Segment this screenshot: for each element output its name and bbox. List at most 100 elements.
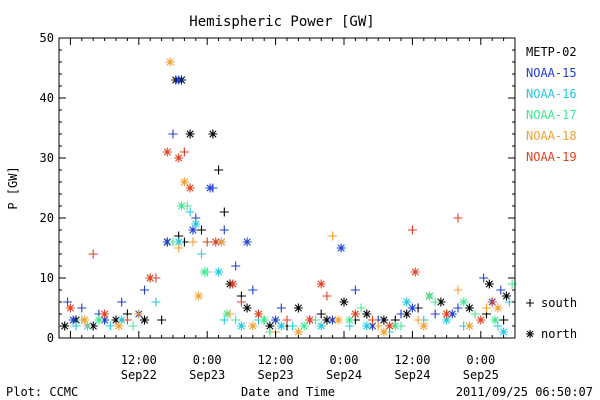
point-metp-02-north bbox=[402, 309, 412, 319]
point-metp-02-north bbox=[88, 321, 98, 331]
point-noaa-18-north bbox=[248, 321, 258, 331]
point-metp-02-north bbox=[362, 309, 372, 319]
point-noaa-19-north bbox=[316, 279, 326, 289]
point-noaa-15-north bbox=[447, 309, 457, 319]
plot-frame bbox=[58, 37, 516, 339]
point-noaa-16-north bbox=[499, 327, 509, 337]
x-tick-date-label: Sep23 bbox=[189, 368, 225, 382]
y-tick-label: 10 bbox=[40, 271, 54, 285]
point-noaa-19-north bbox=[254, 309, 263, 319]
y-tick-label: 30 bbox=[40, 151, 54, 165]
point-noaa-19-south bbox=[122, 315, 132, 325]
point-metp-02-south bbox=[219, 207, 229, 217]
point-noaa-16-south bbox=[288, 321, 298, 331]
point-noaa-17-north bbox=[94, 315, 104, 325]
point-noaa-15-north bbox=[271, 315, 281, 325]
point-noaa-18-north bbox=[114, 321, 124, 331]
point-noaa-19-north bbox=[410, 267, 420, 277]
point-noaa-16-north bbox=[442, 315, 452, 325]
point-metp-02-north bbox=[464, 303, 474, 313]
point-noaa-15-north bbox=[328, 315, 338, 325]
legend-entry-noaa-16: NOAA-16 bbox=[526, 87, 577, 101]
point-noaa-19-north bbox=[442, 309, 452, 319]
point-noaa-15-south bbox=[219, 225, 229, 235]
plot-credit: Plot: CCMC bbox=[6, 385, 78, 399]
point-noaa-16-south bbox=[71, 321, 81, 331]
point-noaa-18-north bbox=[179, 177, 189, 187]
point-noaa-18-north bbox=[194, 291, 204, 301]
point-metp-02-south bbox=[197, 225, 206, 235]
point-noaa-19-north bbox=[174, 153, 184, 163]
point-noaa-15-south bbox=[140, 285, 149, 295]
point-metp-02-south bbox=[214, 165, 224, 175]
y-tick-label: 40 bbox=[40, 91, 54, 105]
point-noaa-19-north bbox=[228, 279, 238, 289]
point-noaa-15-south bbox=[168, 129, 178, 139]
point-noaa-16-south bbox=[105, 321, 115, 331]
point-noaa-15-north bbox=[368, 321, 377, 331]
x-tick-time-label: 0:00 bbox=[193, 353, 222, 367]
point-noaa-16-north bbox=[236, 321, 246, 331]
point-noaa-16-north bbox=[117, 315, 127, 325]
point-noaa-15-south bbox=[350, 285, 360, 295]
point-noaa-19-north bbox=[211, 237, 221, 247]
point-noaa-15-south bbox=[453, 303, 463, 313]
point-metp-02-north bbox=[185, 129, 195, 139]
point-noaa-19-south bbox=[487, 297, 497, 307]
point-noaa-18-south bbox=[134, 309, 144, 319]
point-noaa-15-south bbox=[430, 309, 440, 319]
point-noaa-19-north bbox=[185, 183, 195, 193]
point-metp-02-south bbox=[499, 315, 509, 325]
point-noaa-17-north bbox=[390, 321, 400, 331]
point-noaa-18-south bbox=[413, 315, 423, 325]
point-noaa-15-south bbox=[248, 285, 258, 295]
point-noaa-17-south bbox=[231, 315, 241, 325]
point-noaa-19-south bbox=[453, 213, 463, 223]
point-noaa-17-north bbox=[425, 291, 434, 301]
point-noaa-17-south bbox=[168, 237, 178, 247]
point-noaa-15-south bbox=[496, 285, 506, 295]
point-noaa-16-south bbox=[151, 297, 161, 307]
legend-marker-south: south bbox=[541, 296, 577, 310]
point-noaa-18-south bbox=[174, 243, 184, 253]
point-noaa-19-south bbox=[407, 225, 417, 235]
point-noaa-16-south bbox=[197, 249, 206, 259]
point-noaa-19-south bbox=[202, 237, 212, 247]
legend-star-icon bbox=[526, 330, 534, 338]
point-noaa-18-north bbox=[165, 57, 175, 67]
x-tick-time-label: 12:00 bbox=[394, 353, 430, 367]
point-noaa-15-north bbox=[407, 303, 417, 313]
point-metp-02-north bbox=[484, 279, 494, 289]
point-noaa-19-south bbox=[236, 297, 246, 307]
point-noaa-18-south bbox=[453, 285, 463, 295]
point-noaa-18-south bbox=[482, 303, 491, 313]
point-noaa-15-south bbox=[231, 261, 241, 271]
x-tick-date-label: Sep22 bbox=[121, 368, 157, 382]
point-noaa-15-south bbox=[396, 309, 406, 319]
point-noaa-17-north bbox=[259, 315, 269, 325]
point-noaa-18-north bbox=[216, 237, 226, 247]
point-noaa-15-north bbox=[336, 243, 346, 253]
point-noaa-18-north bbox=[379, 327, 389, 337]
point-metp-02-north bbox=[379, 315, 389, 325]
point-noaa-15-north bbox=[162, 237, 172, 247]
point-noaa-19-north bbox=[65, 303, 75, 313]
plot-timestamp: 2011/09/25 06:50:07 bbox=[456, 385, 593, 399]
point-metp-02-north bbox=[501, 291, 511, 301]
x-tick-time-label: 0:00 bbox=[466, 353, 495, 367]
point-metp-02-north bbox=[111, 315, 121, 325]
point-noaa-16-north bbox=[316, 321, 326, 331]
point-noaa-19-south bbox=[179, 147, 189, 157]
point-noaa-19-north bbox=[385, 321, 395, 331]
point-noaa-19-south bbox=[282, 315, 292, 325]
point-noaa-15-south bbox=[77, 303, 87, 313]
point-metp-02-north bbox=[436, 297, 446, 307]
y-axis-label: P [GW] bbox=[6, 166, 20, 209]
point-metp-02-north bbox=[208, 129, 218, 139]
point-noaa-16-north bbox=[214, 267, 224, 277]
x-axis: 12:00Sep220:00Sep2312:00Sep230:00Sep2412… bbox=[58, 38, 516, 382]
point-noaa-16-north bbox=[362, 321, 372, 331]
point-noaa-18-north bbox=[80, 315, 90, 325]
point-noaa-19-north bbox=[305, 315, 315, 325]
point-noaa-18-south bbox=[225, 309, 235, 319]
